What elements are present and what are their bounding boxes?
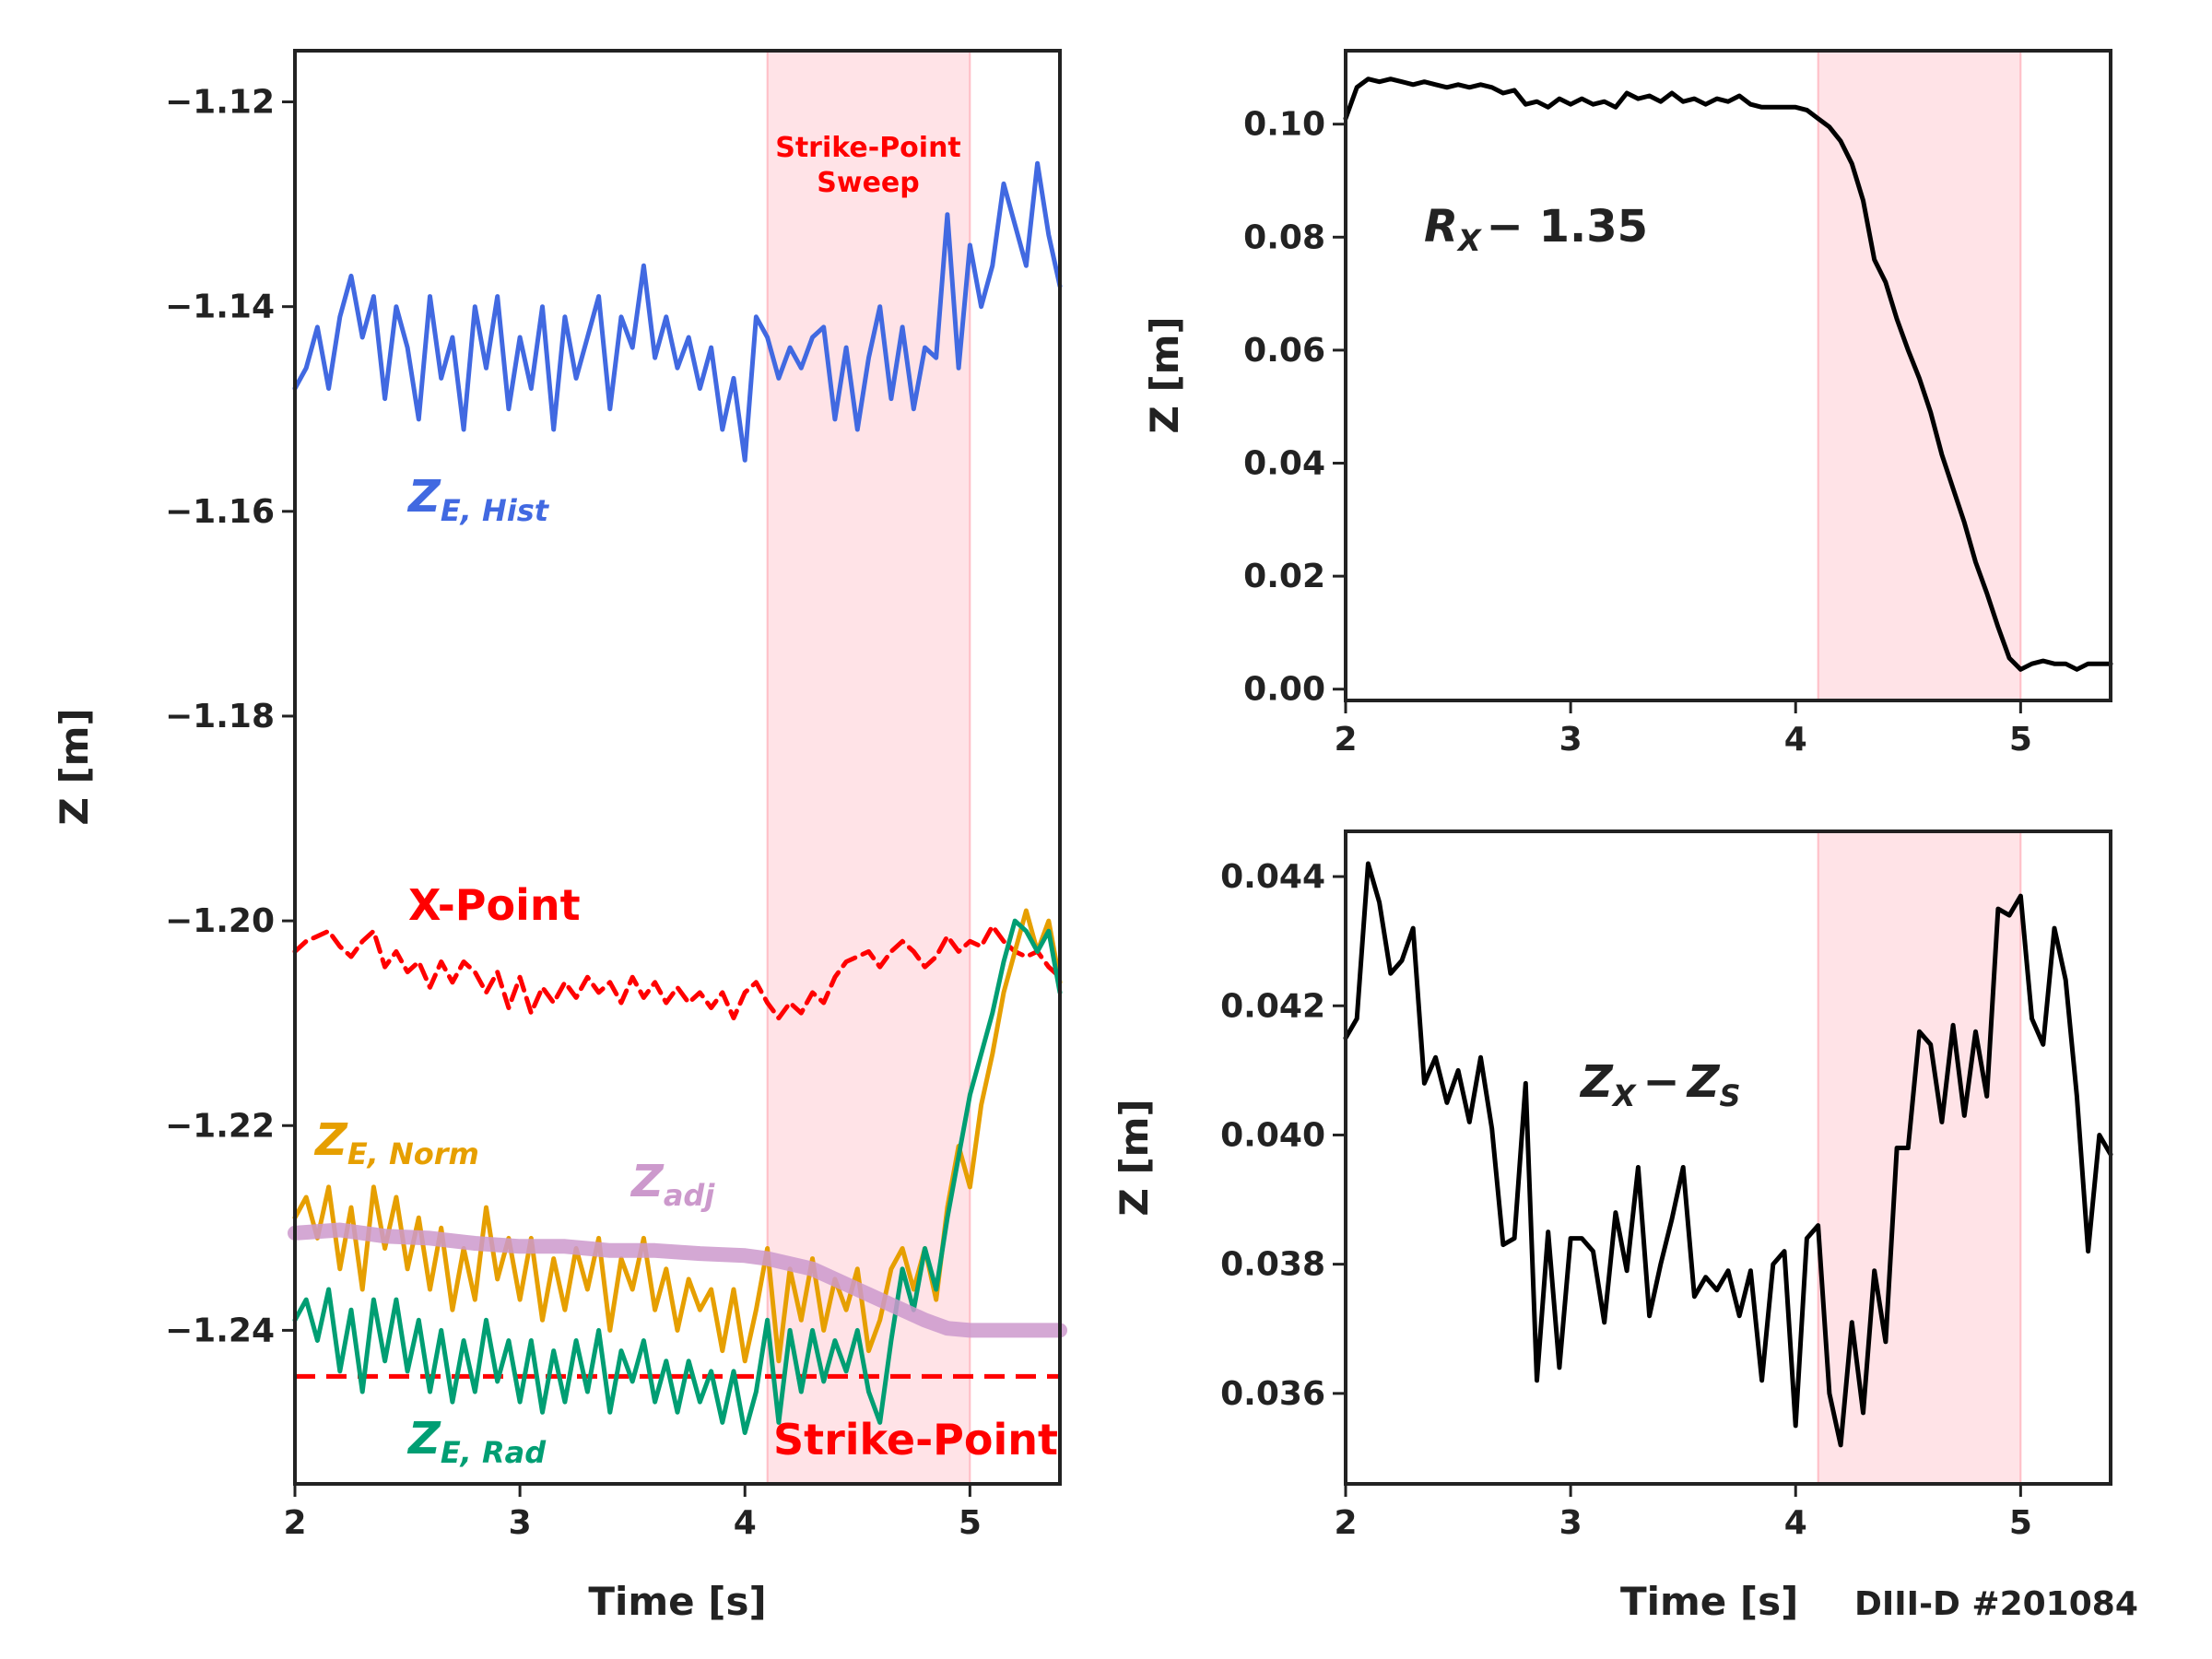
y-tick-label: −1.18 <box>165 698 275 735</box>
panel-left: −1.24 −1.22 −1.20 −1.18 −1.16 −1.14 −1.12 2 3 4 5… <box>52 49 1067 1624</box>
hist-series-label: ZE, Hist <box>406 471 550 528</box>
y-tick-label: −1.16 <box>165 493 275 531</box>
adj-series-label: Zadj <box>629 1156 715 1213</box>
panel-top-right-xticks: 2 3 4 5 <box>1334 700 2032 759</box>
y-tick-label: 0.04 <box>1243 445 1325 483</box>
panel-bottom-right-frame <box>1344 830 2112 1486</box>
series-line-r-x-1-35 <box>1343 76 2113 672</box>
norm-series-label: ZE, Norm <box>313 1114 479 1171</box>
panel-top-right-yticks: 0.00 0.02 0.04 0.06 0.08 0.10 <box>1243 106 1346 709</box>
panel-bottom-right-yticks: 0.036 0.038 0.040 0.042 0.044 <box>1220 858 1346 1413</box>
panel-left-frame <box>293 49 1062 1486</box>
y-tick-label: 0.08 <box>1243 218 1325 256</box>
y-tick-label: 0.036 <box>1220 1375 1325 1413</box>
y-tick-label: 0.06 <box>1243 332 1325 370</box>
x-tick-label: 3 <box>1559 1504 1583 1542</box>
panel-bottom-right-xlabel: Time [s] <box>1620 1579 1798 1624</box>
panel-bottom-right-xticks: 2 3 4 5 <box>1334 1484 2032 1542</box>
panel-bottom-right-ylabel: Z [m] <box>1112 1099 1157 1216</box>
sweep-annotation-line2: Sweep <box>817 167 920 199</box>
panel-left-series <box>288 51 1067 1484</box>
panel-bottom-right-shade <box>1818 831 2021 1484</box>
x-tick-label: 5 <box>2009 721 2032 759</box>
y-tick-label: −1.22 <box>165 1107 275 1145</box>
panel-top-right: 0.00 0.02 0.04 0.06 0.08 0.10 2 3 4 5 Z [m] RX − … <box>1142 49 2113 759</box>
x-tick-label: 4 <box>1784 1504 1807 1542</box>
y-tick-label: 0.00 <box>1243 671 1325 709</box>
panel-top-right-series <box>1343 51 2113 700</box>
panel-left-shade <box>767 51 971 1484</box>
sweep-annotation-line1: Strike-Point <box>775 132 961 164</box>
panel-left-xlabel: Time [s] <box>588 1579 766 1624</box>
y-tick-label: 0.042 <box>1220 987 1325 1025</box>
strike-point-label: Strike-Point <box>773 1415 1058 1465</box>
y-tick-label: 0.02 <box>1243 558 1325 595</box>
x-tick-label: 3 <box>1559 721 1583 759</box>
y-tick-label: −1.12 <box>165 84 275 122</box>
x-tick-label: 4 <box>1784 721 1807 759</box>
x-tick-label: 5 <box>2009 1504 2032 1542</box>
panel-left-xticks: 2 3 4 5 <box>283 1484 982 1542</box>
series-line-z-x-z-s <box>1343 861 2113 1448</box>
xpoint-series-label: X-Point <box>408 880 581 930</box>
rad-series-label: ZE, Rad <box>406 1413 547 1470</box>
shot-footer: DIII-D #201084 <box>1854 1585 2138 1623</box>
panel-left-yticks: −1.24 −1.22 −1.20 −1.18 −1.16 −1.14 −1.12 <box>165 84 295 1349</box>
y-tick-label: −1.20 <box>165 902 275 940</box>
panel-top-right-ylabel: Z [m] <box>1142 316 1187 433</box>
x-tick-label: 4 <box>734 1504 757 1542</box>
zx-zs-annotation: ZX − ZS <box>1579 1056 1741 1113</box>
y-tick-label: 0.038 <box>1220 1246 1325 1284</box>
y-tick-label: −1.14 <box>165 288 275 326</box>
x-tick-label: 5 <box>959 1504 982 1542</box>
y-tick-label: 0.10 <box>1243 106 1325 144</box>
x-tick-label: 2 <box>1334 721 1357 759</box>
series-line-z-adj <box>288 1222 1067 1338</box>
y-tick-label: −1.24 <box>165 1312 275 1349</box>
x-tick-label: 2 <box>1334 1504 1357 1542</box>
y-tick-label: 0.040 <box>1220 1116 1325 1154</box>
series-line-z-e-hist <box>292 160 1063 463</box>
x-tick-label: 2 <box>283 1504 306 1542</box>
panel-bottom-right: 0.036 0.038 0.040 0.042 0.044 2 3 4 5 Z [m] Tim… <box>1112 830 2138 1624</box>
x-tick-label: 3 <box>509 1504 532 1542</box>
series-line-x-point <box>292 924 1063 1021</box>
panel-left-ylabel: Z [m] <box>52 708 97 825</box>
panel-bottom-right-series <box>1343 831 2113 1484</box>
rx-annotation: RX − 1.35 <box>1424 201 1648 258</box>
y-tick-label: 0.044 <box>1220 858 1325 896</box>
series-line-z-e-rad <box>292 918 1063 1435</box>
panel-top-right-frame <box>1344 49 2112 702</box>
